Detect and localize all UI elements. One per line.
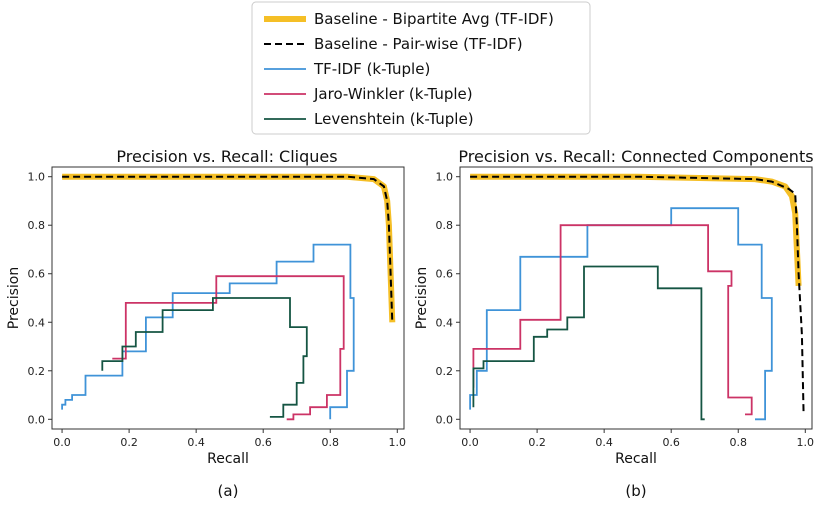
panel-b-series-levenshtein-k-tuple <box>472 265 705 421</box>
panel-a-ytick-label-3: 0.6 <box>28 268 46 281</box>
panel-a: Precision vs. Recall: Cliques 0.0 0.2 0.4 0… <box>6 147 406 500</box>
panel-b-ytick-label-4: 0.8 <box>436 219 454 232</box>
panel-b-xtick-label-0: 0.0 <box>461 436 479 449</box>
legend-label-2: TF-IDF (k-Tuple) <box>313 60 430 78</box>
panel-b-series-baseline-bipartite-avg-tf-idf <box>470 173 802 287</box>
panel-a-series-tf-idf-k-tuple <box>61 243 355 420</box>
panel-b-axes-frame <box>459 166 813 430</box>
legend: Baseline - Bipartite Avg (TF-IDF) Baselin… <box>251 1 591 135</box>
panel-a-xtick-label-2: 0.4 <box>187 436 205 449</box>
panel-b-xtick-label-4: 0.8 <box>729 436 747 449</box>
legend-frame <box>251 1 591 135</box>
panel-b-ytick-label-0: 0.0 <box>436 413 454 426</box>
panel-b-series-baseline-pair-wise-tf-idf <box>470 175 805 415</box>
panel-a-xtick-label-5: 1.0 <box>389 436 407 449</box>
panel-a-series-jaro-winkler-k-tuple <box>112 275 345 421</box>
panel-b-xtick-label-1: 0.2 <box>528 436 546 449</box>
panel-b-xtick-label-5: 1.0 <box>797 436 815 449</box>
legend-label-1: Baseline - Pair-wise (TF-IDF) <box>314 35 523 53</box>
panel-a-axes-frame <box>51 166 405 430</box>
panel-b-xtick-label-3: 0.6 <box>662 436 680 449</box>
legend-label-3: Jaro-Winkler (k-Tuple) <box>313 85 473 103</box>
panel-b-ylabel: Precision <box>414 267 430 329</box>
panel-a-xtick-label-4: 0.8 <box>321 436 339 449</box>
panel-b-ytick-label-1: 0.2 <box>436 365 454 378</box>
panel-a-series-levenshtein-k-tuple <box>101 297 308 418</box>
panel-b-xlabel: Recall <box>615 451 657 467</box>
panel-a-xtick-label-3: 0.6 <box>254 436 272 449</box>
panel-b: Precision vs. Recall: Connected Componen… <box>414 147 814 500</box>
panel-a-xtick-label-1: 0.2 <box>120 436 138 449</box>
panel-b-title: Precision vs. Recall: Connected Componen… <box>458 147 813 166</box>
legend-label-0: Baseline - Bipartite Avg (TF-IDF) <box>314 10 554 28</box>
panel-a-ylabel: Precision <box>6 267 22 329</box>
panel-a-xtick-label-0: 0.0 <box>53 436 71 449</box>
panel-a-ytick-label-1: 0.2 <box>28 365 46 378</box>
panel-a-caption: (a) <box>218 482 239 500</box>
panel-a-series-baseline-bipartite-avg-tf-idf <box>62 173 396 323</box>
panel-b-ytick-label-3: 0.6 <box>436 268 454 281</box>
panel-b-caption: (b) <box>625 482 646 500</box>
panel-a-ytick-label-4: 0.8 <box>28 219 46 232</box>
panel-a-ytick-label-0: 0.0 <box>28 413 46 426</box>
panel-b-series-jaro-winkler-k-tuple <box>472 224 753 416</box>
panel-a-series-baseline-pair-wise-tf-idf <box>62 175 394 323</box>
panel-a-ytick-label-5: 1.0 <box>28 171 46 184</box>
panel-b-ytick-label-5: 1.0 <box>436 171 454 184</box>
panel-a-title: Precision vs. Recall: Cliques <box>116 147 337 166</box>
panel-a-xlabel: Recall <box>207 451 249 467</box>
panel-b-ytick-label-2: 0.4 <box>436 316 454 329</box>
panel-b-xtick-label-2: 0.4 <box>595 436 613 449</box>
panel-b-series-tf-idf-k-tuple <box>469 207 773 421</box>
legend-label-4: Levenshtein (k-Tuple) <box>314 110 474 128</box>
panel-a-ytick-label-2: 0.4 <box>28 316 46 329</box>
